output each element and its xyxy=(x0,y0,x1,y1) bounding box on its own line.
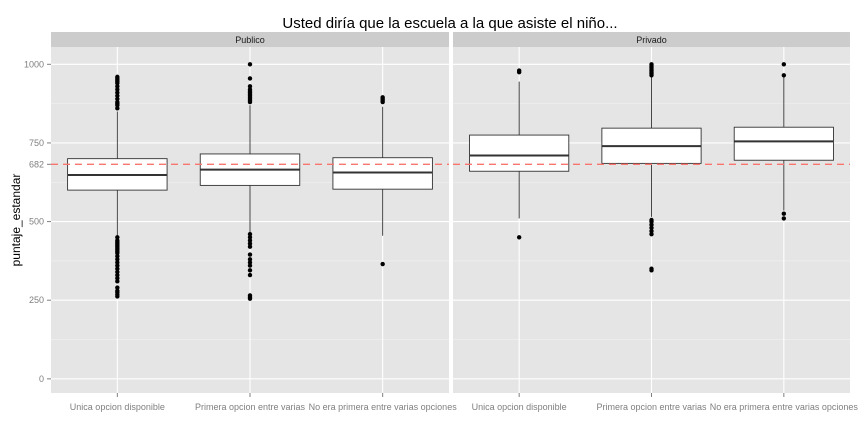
outlier-point xyxy=(516,235,522,240)
y-tick-label: 1000 xyxy=(24,59,44,69)
box-3 xyxy=(733,62,834,221)
panel-privado: Privado Unica opcion disponible Primera op… xyxy=(453,32,858,412)
y-tick-label: 682 xyxy=(29,159,44,169)
outlier-point xyxy=(781,211,787,216)
outlier-point xyxy=(781,62,787,67)
box-iqr xyxy=(469,134,570,172)
y-axis-label: puntaje_estandar xyxy=(9,174,23,267)
box-iqr xyxy=(733,126,834,161)
outlier-point xyxy=(115,285,120,290)
x-tick-label: No era primera entre varias opciones xyxy=(309,402,458,412)
y-tick-label: 750 xyxy=(29,138,44,148)
outlier-point xyxy=(247,260,253,265)
outlier-point xyxy=(247,293,253,298)
box-1 xyxy=(469,68,570,240)
outlier-point xyxy=(649,231,654,237)
outlier-point xyxy=(649,62,654,67)
outlier-point xyxy=(115,99,120,105)
outlier-point xyxy=(115,74,120,80)
outlier-point xyxy=(380,95,385,100)
outlier-point xyxy=(516,68,522,73)
y-tick-label: 500 xyxy=(29,217,44,227)
y-axis: 0 250 500 750 1000 682 xyxy=(24,59,51,384)
outlier-point xyxy=(649,217,654,223)
outlier-point xyxy=(115,260,120,265)
x-tick-label: Primera opcion entre varias xyxy=(195,402,306,412)
outlier-point xyxy=(781,73,787,78)
outlier-point xyxy=(115,87,120,92)
outlier-point xyxy=(115,235,120,240)
outlier-point xyxy=(115,90,120,95)
chart-title: Usted diría que la escuela a la que asis… xyxy=(282,15,617,32)
outlier-point xyxy=(247,238,253,243)
box-3 xyxy=(332,95,433,267)
box-2 xyxy=(199,62,301,301)
facet-strip xyxy=(51,32,449,47)
x-tick-label: Primera opcion entre varias xyxy=(596,402,707,412)
outlier-point xyxy=(247,252,253,257)
outlier-point xyxy=(115,96,120,102)
facet-label: Privado xyxy=(636,35,667,45)
outlier-point xyxy=(247,231,253,237)
outlier-point xyxy=(115,269,120,275)
outlier-point xyxy=(115,253,120,259)
outlier-point xyxy=(115,238,120,243)
outlier-point xyxy=(247,244,253,249)
outlier-point xyxy=(115,263,120,268)
outlier-point xyxy=(380,261,385,267)
outlier-point xyxy=(115,272,120,278)
outlier-point xyxy=(649,225,654,231)
outlier-point xyxy=(247,272,253,278)
y-tick-label: 250 xyxy=(29,295,44,305)
outlier-point xyxy=(115,257,120,262)
outlier-point xyxy=(115,279,120,284)
outlier-point xyxy=(115,288,120,293)
outlier-point xyxy=(781,216,787,221)
outlier-point xyxy=(115,266,120,271)
x-tick-label: No era primera entre varias opciones xyxy=(710,402,859,412)
facet-strip xyxy=(453,32,850,47)
outlier-point xyxy=(247,257,253,262)
outlier-point xyxy=(649,266,654,271)
outlier-point xyxy=(649,228,654,234)
outlier-point xyxy=(115,84,120,89)
box-1 xyxy=(67,74,168,299)
outlier-point xyxy=(115,275,120,281)
outlier-point xyxy=(247,84,253,89)
outlier-point xyxy=(247,76,253,81)
outlier-point xyxy=(649,222,654,227)
x-tick-label: Unica opcion disponible xyxy=(472,402,567,412)
x-tick-label: Unica opcion disponible xyxy=(70,402,165,412)
outlier-point xyxy=(115,106,120,111)
outlier-point xyxy=(247,241,253,246)
outlier-point xyxy=(247,268,253,273)
y-tick-label: 0 xyxy=(39,374,44,384)
outlier-point xyxy=(247,62,253,67)
outlier-point xyxy=(115,93,120,98)
facet-label: Publico xyxy=(235,35,265,45)
outlier-point xyxy=(247,263,253,268)
panel-publico: Publico Unica opcion disponible Primera op… xyxy=(51,32,457,412)
outlier-point xyxy=(247,87,253,92)
box-2 xyxy=(601,62,702,273)
outlier-point xyxy=(247,235,253,240)
